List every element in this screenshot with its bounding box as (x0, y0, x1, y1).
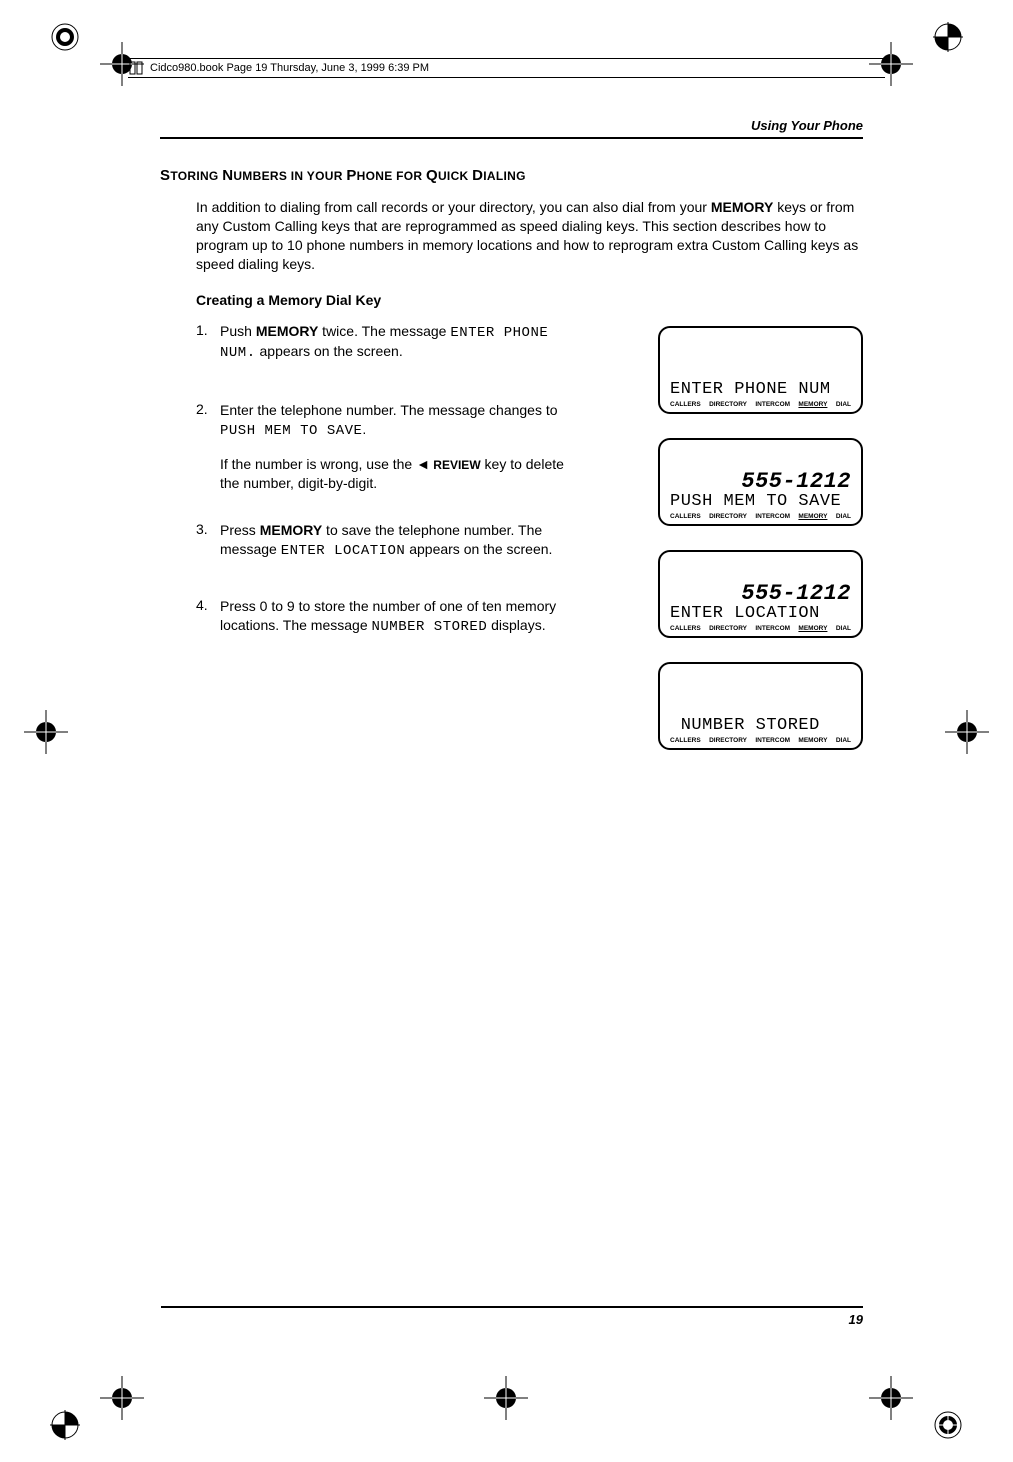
step-body: Push MEMORY twice. The message ENTER PHO… (220, 322, 575, 364)
lcd-display-4: NUMBER STORED CALLERS DIRECTORY INTERCOM… (658, 662, 863, 750)
lcd-column: ENTER PHONE NUM CALLERS DIRECTORY INTERC… (658, 326, 863, 774)
step-num: 1. (196, 322, 220, 338)
subhead: Creating a Memory Dial Key (196, 292, 863, 308)
page-number: 19 (161, 1306, 863, 1327)
lcd-display-1: ENTER PHONE NUM CALLERS DIRECTORY INTERC… (658, 326, 863, 414)
step-num: 3. (196, 521, 220, 537)
reg-mark-bottom-left (50, 1410, 80, 1440)
crosshair-bottom-left (100, 1376, 144, 1420)
step-body: Press MEMORY to save the telephone numbe… (220, 521, 575, 561)
lcd-status-row: CALLERS DIRECTORY INTERCOM MEMORY DIAL (670, 625, 851, 632)
lcd-line: NUMBER STORED (670, 717, 851, 735)
step-body: Enter the telephone number. The message … (220, 401, 575, 493)
lcd-line: PUSH MEM TO SAVE (670, 493, 851, 511)
lcd-line: ENTER LOCATION (670, 605, 851, 623)
section-title: STORING NUMBERS IN YOUR PHONE FOR QUICK … (160, 167, 863, 184)
lcd-status-row: CALLERS DIRECTORY INTERCOM MEMORY DIAL (670, 401, 851, 408)
step-body: Press 0 to 9 to store the number of one … (220, 597, 575, 637)
book-icon (128, 60, 144, 76)
reg-mark-top-right (933, 22, 963, 52)
intro-paragraph: In addition to dialing from call records… (196, 198, 863, 274)
crosshair-bottom-right (869, 1376, 913, 1420)
lcd-number: 555-1212 (670, 470, 851, 493)
step-num: 2. (196, 401, 220, 417)
lcd-display-2: 555-1212 PUSH MEM TO SAVE CALLERS DIRECT… (658, 438, 863, 526)
lcd-display-3: 555-1212 ENTER LOCATION CALLERS DIRECTOR… (658, 550, 863, 638)
step-num: 4. (196, 597, 220, 613)
crosshair-mid-right (945, 710, 989, 754)
lcd-line: ENTER PHONE NUM (670, 381, 851, 399)
header-bar: Cidco980.book Page 19 Thursday, June 3, … (128, 58, 885, 78)
reg-mark-bottom-right (933, 1410, 963, 1440)
lcd-number: 555-1212 (670, 582, 851, 605)
header-filename: Cidco980.book Page 19 Thursday, June 3, … (150, 62, 429, 74)
reg-mark-top-left (50, 22, 80, 52)
lcd-status-row: CALLERS DIRECTORY INTERCOM MEMORY DIAL (670, 737, 851, 744)
lcd-status-row: CALLERS DIRECTORY INTERCOM MEMORY DIAL (670, 513, 851, 520)
crosshair-bottom-mid (484, 1376, 528, 1420)
running-head: Using Your Phone (160, 118, 863, 139)
crosshair-mid-left (24, 710, 68, 754)
